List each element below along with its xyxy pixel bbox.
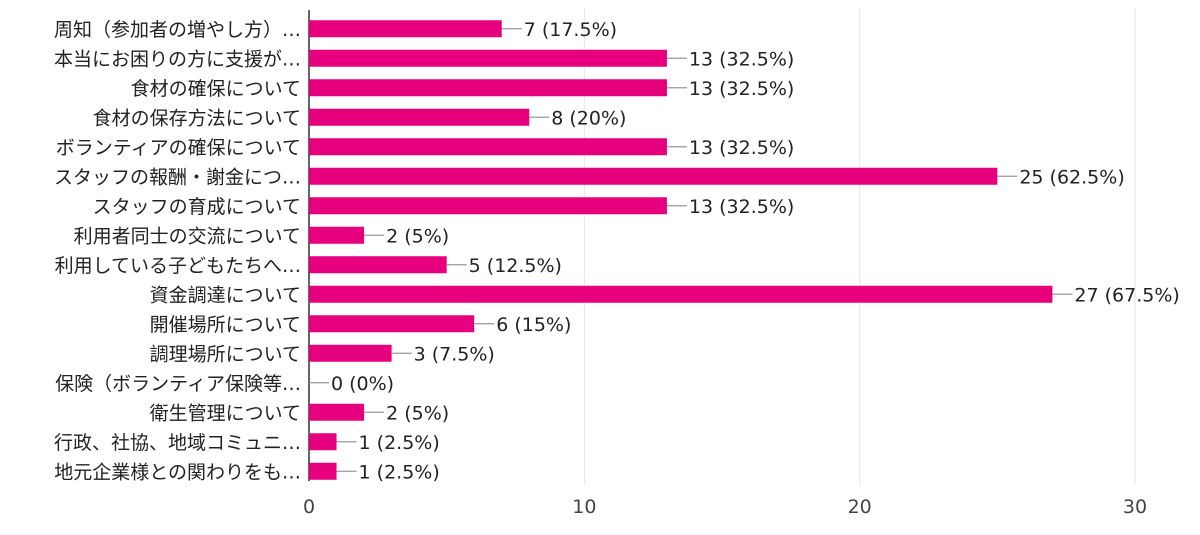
category-label: 衛生管理について — [150, 402, 301, 424]
x-tick-label: 30 — [1123, 496, 1147, 518]
value-label: 13 (32.5%) — [689, 48, 794, 70]
value-label: 2 (5%) — [386, 225, 449, 247]
bar-layer — [309, 20, 1053, 480]
bar — [309, 433, 337, 451]
category-label: 保険（ボランティア保険等… — [55, 373, 301, 395]
label-layer: 周知（参加者の増やし方）… 7 (17.5%) 本当にお困りの方に支援が… 13 (3… — [54, 19, 1180, 484]
category-label: 調理場所について — [150, 343, 301, 365]
bar — [309, 403, 365, 421]
bar — [309, 49, 667, 67]
category-label: ボランティアの確保について — [56, 137, 301, 159]
value-label: 0 (0%) — [331, 373, 394, 395]
value-label: 6 (15%) — [496, 314, 571, 336]
category-label: 開催場所について — [150, 314, 301, 336]
bar — [309, 197, 667, 215]
value-label: 3 (7.5%) — [414, 343, 495, 365]
value-label: 13 (32.5%) — [689, 196, 794, 218]
category-label: スタッフの育成について — [93, 196, 301, 218]
bar — [309, 462, 337, 480]
bar — [309, 20, 502, 38]
x-tick-label: 10 — [572, 496, 596, 518]
x-tick-label: 0 — [303, 496, 315, 518]
bar — [309, 108, 530, 126]
value-label: 5 (12.5%) — [469, 255, 562, 277]
value-label: 2 (5%) — [386, 402, 449, 424]
category-label: 地元企業様との関わりをも… — [54, 461, 301, 483]
bar — [309, 315, 475, 333]
category-label: 利用している子どもたちへ… — [55, 255, 301, 277]
value-label: 13 (32.5%) — [689, 137, 794, 159]
category-label: 行政、社協、地域コミュニ… — [54, 432, 301, 454]
value-label: 25 (62.5%) — [1019, 166, 1124, 188]
x-tick-label: 20 — [848, 496, 872, 518]
value-label: 13 (32.5%) — [689, 78, 794, 100]
value-label: 1 (2.5%) — [359, 432, 440, 454]
bar — [309, 167, 998, 185]
value-label: 7 (17.5%) — [524, 19, 617, 41]
tick-layer: 0 10 20 30 — [303, 496, 1147, 518]
value-label: 27 (67.5%) — [1074, 284, 1179, 306]
category-label: 周知（参加者の増やし方）… — [54, 19, 301, 41]
category-label: 資金調達について — [150, 284, 301, 306]
value-label: 8 (20%) — [551, 107, 626, 129]
value-label: 1 (2.5%) — [359, 461, 440, 483]
category-label: 食材の保存方法について — [93, 107, 301, 129]
category-label: 本当にお困りの方に支援が… — [54, 48, 301, 70]
bar — [309, 226, 365, 244]
bar — [309, 256, 447, 274]
bar — [309, 138, 667, 156]
category-label: 利用者同士の交流について — [74, 225, 301, 247]
bar — [309, 344, 392, 362]
bar — [309, 285, 1053, 303]
bar — [309, 79, 667, 97]
category-label: スタッフの報酬・謝金につ… — [54, 166, 301, 188]
category-label: 食材の確保について — [131, 78, 301, 100]
